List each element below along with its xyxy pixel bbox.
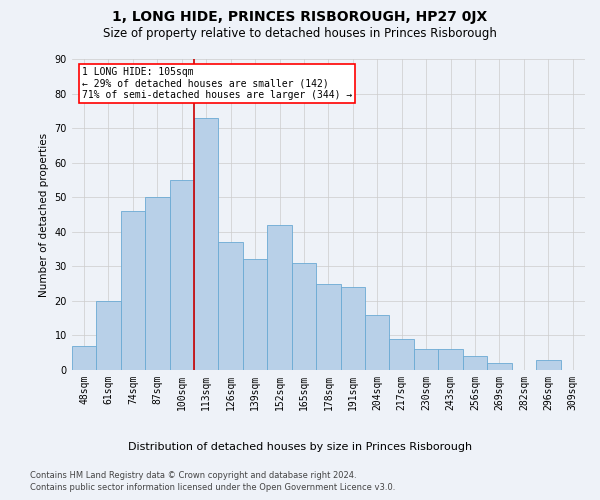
Text: 1, LONG HIDE, PRINCES RISBOROUGH, HP27 0JX: 1, LONG HIDE, PRINCES RISBOROUGH, HP27 0… — [112, 10, 488, 24]
Bar — [316, 284, 341, 370]
Bar — [194, 118, 218, 370]
Bar — [389, 339, 414, 370]
Bar — [536, 360, 560, 370]
Bar — [121, 211, 145, 370]
Bar — [341, 287, 365, 370]
Bar — [72, 346, 96, 370]
Text: Size of property relative to detached houses in Princes Risborough: Size of property relative to detached ho… — [103, 28, 497, 40]
Bar — [487, 363, 512, 370]
Bar — [218, 242, 243, 370]
Text: Contains public sector information licensed under the Open Government Licence v3: Contains public sector information licen… — [30, 484, 395, 492]
Bar — [439, 349, 463, 370]
Bar — [414, 349, 439, 370]
Text: Distribution of detached houses by size in Princes Risborough: Distribution of detached houses by size … — [128, 442, 472, 452]
Bar — [170, 180, 194, 370]
Y-axis label: Number of detached properties: Number of detached properties — [39, 132, 49, 296]
Bar — [292, 263, 316, 370]
Bar — [463, 356, 487, 370]
Bar — [96, 301, 121, 370]
Bar — [267, 225, 292, 370]
Text: 1 LONG HIDE: 105sqm
← 29% of detached houses are smaller (142)
71% of semi-detac: 1 LONG HIDE: 105sqm ← 29% of detached ho… — [82, 67, 352, 100]
Bar — [145, 197, 170, 370]
Bar — [365, 314, 389, 370]
Bar — [243, 260, 267, 370]
Text: Contains HM Land Registry data © Crown copyright and database right 2024.: Contains HM Land Registry data © Crown c… — [30, 471, 356, 480]
